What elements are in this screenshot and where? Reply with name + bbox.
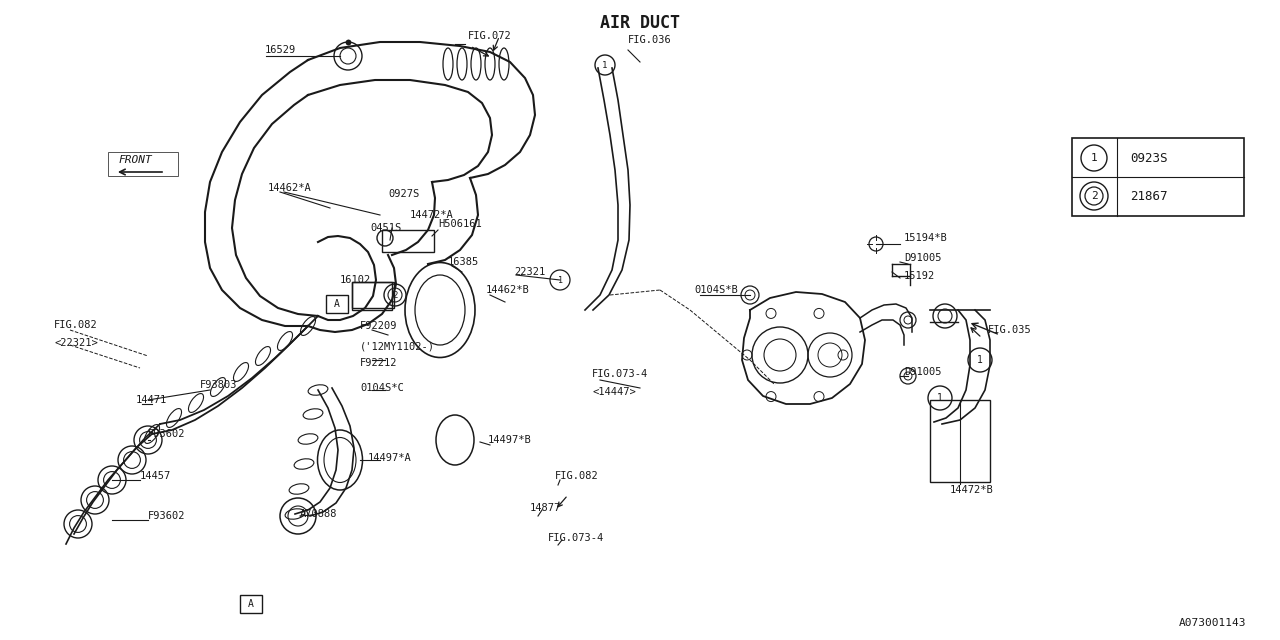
Text: 14457: 14457 — [140, 471, 172, 481]
Text: F93602: F93602 — [148, 429, 186, 439]
Text: 0104S*C: 0104S*C — [360, 383, 403, 393]
Text: 1: 1 — [603, 61, 608, 70]
Text: 15194*B: 15194*B — [904, 233, 947, 243]
Text: 1: 1 — [1091, 153, 1097, 163]
Text: 22321: 22321 — [515, 267, 545, 277]
Bar — [241, 595, 262, 613]
Text: A: A — [334, 299, 340, 309]
Bar — [326, 295, 348, 313]
Text: 0927S: 0927S — [388, 189, 420, 199]
Text: 14471: 14471 — [136, 395, 168, 405]
Text: FIG.082: FIG.082 — [54, 320, 97, 330]
Text: FIG.072: FIG.072 — [468, 31, 512, 41]
Bar — [352, 282, 394, 308]
Text: A073001143: A073001143 — [1179, 618, 1245, 628]
Bar — [1073, 138, 1244, 216]
Text: <22321>: <22321> — [54, 338, 97, 348]
Text: F92209: F92209 — [360, 321, 398, 331]
Text: 2: 2 — [1091, 191, 1097, 201]
Text: 15192: 15192 — [904, 271, 936, 281]
Text: 2: 2 — [392, 291, 398, 300]
Text: FIG.073-4: FIG.073-4 — [548, 533, 604, 543]
Text: 14462*A: 14462*A — [268, 183, 312, 193]
Text: ('12MY1102-): ('12MY1102-) — [360, 341, 435, 351]
Text: 0104S*B: 0104S*B — [694, 285, 737, 295]
Text: F93602: F93602 — [148, 511, 186, 521]
Text: FIG.082: FIG.082 — [556, 471, 599, 481]
Text: F93803: F93803 — [200, 380, 238, 390]
Text: D91005: D91005 — [904, 367, 942, 377]
Text: 1: 1 — [977, 355, 983, 365]
Text: 14877: 14877 — [530, 503, 561, 513]
Text: 16102: 16102 — [340, 275, 371, 285]
Text: FIG.073-4: FIG.073-4 — [593, 369, 648, 379]
Text: H506161: H506161 — [438, 219, 481, 229]
Text: 14472*A: 14472*A — [410, 210, 453, 220]
Bar — [931, 400, 989, 482]
Text: FIG.035: FIG.035 — [988, 325, 1032, 335]
Text: D91005: D91005 — [904, 253, 942, 263]
Text: 0451S: 0451S — [370, 223, 401, 233]
Text: 14497*B: 14497*B — [488, 435, 531, 445]
Text: FIG.036: FIG.036 — [628, 35, 672, 45]
Text: 16385: 16385 — [448, 257, 479, 267]
Text: <14447>: <14447> — [593, 387, 636, 397]
Text: 16529: 16529 — [265, 45, 296, 55]
Text: 14462*B: 14462*B — [486, 285, 530, 295]
Text: A: A — [248, 599, 253, 609]
Text: 0923S: 0923S — [1130, 152, 1167, 164]
Text: 21867: 21867 — [1130, 189, 1167, 202]
Text: 1: 1 — [558, 275, 562, 285]
Text: FRONT: FRONT — [118, 155, 152, 165]
Bar — [381, 230, 434, 252]
Text: A70888: A70888 — [300, 509, 338, 519]
Bar — [108, 152, 178, 176]
Text: 14497*A: 14497*A — [369, 453, 412, 463]
Text: 1: 1 — [937, 393, 943, 403]
Text: F92212: F92212 — [360, 358, 398, 368]
Bar — [352, 282, 392, 310]
Text: 14472*B: 14472*B — [950, 485, 993, 495]
Text: AIR DUCT: AIR DUCT — [600, 14, 680, 32]
